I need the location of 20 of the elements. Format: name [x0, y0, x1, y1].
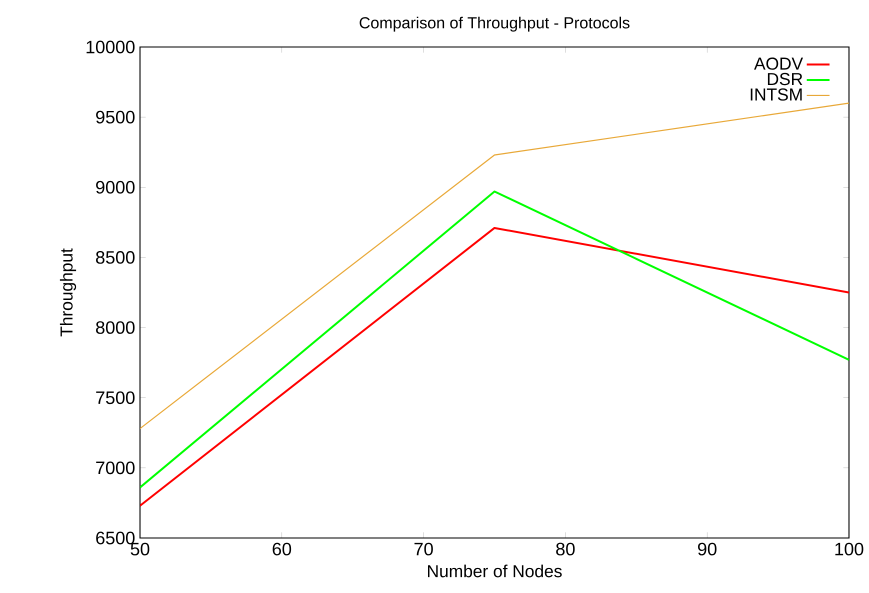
x-tick-label: 60 [272, 542, 292, 556]
y-tick-label: 7500 [96, 391, 135, 404]
legend-label: AODV [754, 58, 804, 70]
y-axis-title: Throughput [60, 248, 76, 336]
chart-title: Comparison of Throughput - Protocols [360, 16, 630, 32]
x-axis-title: Number of Nodes [428, 564, 562, 578]
y-tick-label: 6500 [96, 532, 135, 544]
x-tick-label: 50 [130, 542, 150, 556]
y-tick-label: 8500 [96, 251, 135, 264]
legend-label: INTSM [750, 88, 802, 101]
y-tick-label: 9000 [96, 180, 135, 194]
y-tick-label: 8000 [96, 321, 135, 334]
x-tick-label: 100 [835, 542, 864, 556]
y-tick-label: 10000 [86, 40, 135, 54]
y-tick-label: 9500 [96, 110, 135, 124]
legend-label: DSR [768, 72, 802, 86]
y-tick-label: 7000 [96, 461, 135, 474]
x-tick-label: 70 [414, 542, 433, 556]
x-tick-label: 80 [556, 542, 575, 556]
x-tick-label: 90 [698, 542, 716, 556]
